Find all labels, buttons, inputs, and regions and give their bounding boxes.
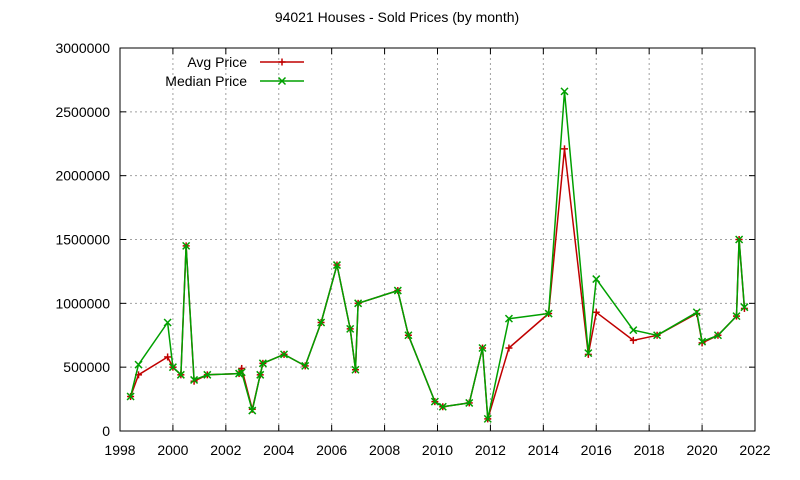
x-tick-label: 2000	[157, 442, 188, 458]
median-price-point	[256, 370, 265, 379]
plot-frame	[119, 47, 756, 432]
x-tick-label: 2022	[739, 442, 770, 458]
median-price-point	[168, 363, 177, 372]
legend-label: Median Price	[165, 73, 247, 89]
y-tick-label: 500000	[63, 359, 110, 375]
median-price-point	[692, 308, 701, 317]
median-price-point	[438, 402, 447, 411]
median-price-point	[430, 397, 439, 406]
legend-marker	[277, 76, 287, 86]
median-price-point	[182, 241, 191, 250]
median-price-point	[653, 331, 662, 340]
median-price-point	[346, 324, 355, 333]
median-price-point	[190, 375, 199, 384]
median-price-point	[584, 349, 593, 358]
median-price-point	[280, 350, 289, 359]
median-price-point	[504, 314, 513, 323]
x-tick-label: 2004	[263, 442, 294, 458]
grid	[120, 48, 755, 431]
median-price-point	[163, 318, 172, 327]
avg-price-point	[629, 336, 637, 344]
y-tick-label: 2500000	[55, 104, 110, 120]
x-tick-label: 2014	[528, 442, 559, 458]
x-tick-label: 2010	[422, 442, 453, 458]
y-tick-label: 3000000	[55, 40, 110, 56]
median-price-point	[483, 414, 492, 423]
legend-marker	[278, 58, 286, 66]
median-price-point	[544, 309, 553, 318]
median-price-point	[258, 359, 267, 368]
median-price-point	[126, 392, 135, 401]
median-price-point	[203, 370, 212, 379]
median-price-line	[129, 90, 746, 420]
median-price-point	[629, 326, 638, 335]
avg-price-point	[505, 344, 513, 352]
y-tick-label: 2000000	[55, 168, 110, 184]
median-price-point	[478, 343, 487, 353]
x-tick-label: 2012	[475, 442, 506, 458]
x-tick-label: 2008	[369, 442, 400, 458]
series-group	[126, 87, 749, 423]
median-price-point	[351, 365, 360, 374]
median-price-point	[393, 286, 402, 295]
y-tick-label: 1500000	[55, 232, 110, 248]
y-tick-label: 1000000	[55, 295, 110, 311]
avg-price-point	[592, 308, 600, 316]
median-price-point	[404, 331, 413, 340]
x-tick-label: 2002	[210, 442, 241, 458]
x-tick-label: 2018	[634, 442, 665, 458]
median-price-point	[317, 318, 326, 327]
chart-title: 94021 Houses - Sold Prices (by month)	[275, 9, 519, 25]
median-price-point	[465, 398, 474, 407]
x-tick-label: 2016	[581, 442, 612, 458]
legend-label: Avg Price	[187, 54, 247, 70]
median-price-point	[176, 370, 185, 379]
x-tick-label: 2006	[316, 442, 347, 458]
median-price-point	[354, 299, 363, 308]
median-price-point	[592, 275, 601, 284]
legend: Avg Price Median Price	[165, 54, 304, 89]
axis-ticks: 1998 2000 2002 2004 2006 2008 2010 2012 2014 2016…	[55, 40, 770, 458]
median-price-point	[248, 406, 257, 415]
legend-entry-avg-price: Avg Price	[187, 54, 304, 70]
median-price-point	[732, 312, 741, 321]
median-price-point	[332, 261, 341, 270]
median-price-point	[740, 303, 749, 312]
median-price-point	[735, 235, 744, 244]
median-price-point	[237, 368, 246, 377]
legend-entry-median-price: Median Price	[165, 73, 304, 89]
x-tick-label: 1998	[104, 442, 135, 458]
median-price-point	[713, 331, 722, 340]
y-tick-label: 0	[102, 423, 110, 439]
median-price-point	[698, 337, 707, 346]
avg-price-point	[561, 145, 568, 153]
avg-price-point	[164, 353, 172, 361]
median-price-point	[301, 361, 310, 370]
median-price-point	[134, 360, 143, 369]
median-price-point	[560, 87, 569, 96]
x-tick-label: 2020	[687, 442, 718, 458]
